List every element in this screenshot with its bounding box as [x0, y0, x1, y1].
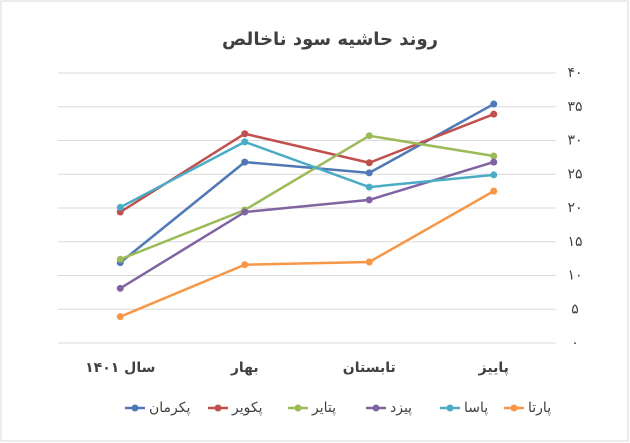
- point: [490, 100, 498, 108]
- legend-marker: [372, 404, 380, 412]
- x-tick-label: پاییز: [478, 360, 509, 376]
- point: [116, 255, 124, 263]
- y-tick-label: ۰: [571, 335, 579, 351]
- y-tick-label: ۱۵: [567, 234, 582, 250]
- point: [490, 158, 498, 166]
- y-tick-label: ۵: [571, 301, 579, 317]
- x-tick-label: بهار: [230, 360, 259, 376]
- point: [116, 284, 124, 292]
- point: [490, 152, 498, 160]
- x-tick-label: سال ۱۴۰۱: [85, 360, 155, 376]
- point: [241, 130, 249, 138]
- series-line: [119, 190, 495, 318]
- point: [241, 261, 249, 269]
- point: [365, 132, 373, 140]
- legend-marker: [510, 404, 518, 412]
- point: [365, 183, 373, 191]
- legend-label: پاسا: [464, 400, 488, 416]
- y-tick-label: ۱۰: [567, 268, 582, 284]
- point: [116, 313, 124, 321]
- y-tick-label: ۲۵: [567, 166, 582, 182]
- legend-marker: [214, 404, 222, 412]
- point: [490, 110, 498, 118]
- point: [365, 258, 373, 266]
- legend-label: پکرمان: [149, 400, 191, 416]
- point: [365, 159, 373, 167]
- legend-marker: [294, 404, 302, 412]
- chart-title: روند حاشیه سود ناخالص: [222, 29, 438, 50]
- point: [490, 171, 498, 179]
- y-tick-label: ۳۰: [567, 133, 582, 149]
- point: [365, 169, 373, 177]
- series-line: [119, 140, 494, 209]
- point: [241, 138, 249, 146]
- y-tick-label: ۴۰: [567, 65, 582, 81]
- y-tick-label: ۲۰: [567, 200, 582, 216]
- legend-label: پیزد: [390, 400, 412, 416]
- x-tick-label: تابستان: [343, 360, 396, 376]
- point: [116, 203, 124, 211]
- series-line: [119, 113, 495, 214]
- legend-label: پکویر: [231, 400, 263, 416]
- legend-label: پتایر: [311, 400, 336, 416]
- legend-label: پارتا: [528, 400, 551, 416]
- point: [241, 208, 249, 216]
- legend-marker: [131, 404, 139, 412]
- point: [490, 187, 498, 195]
- series-line: [119, 134, 494, 261]
- y-tick-label: ۳۵: [567, 99, 582, 115]
- point: [365, 196, 373, 204]
- legend-marker: [446, 404, 454, 412]
- point: [241, 158, 249, 166]
